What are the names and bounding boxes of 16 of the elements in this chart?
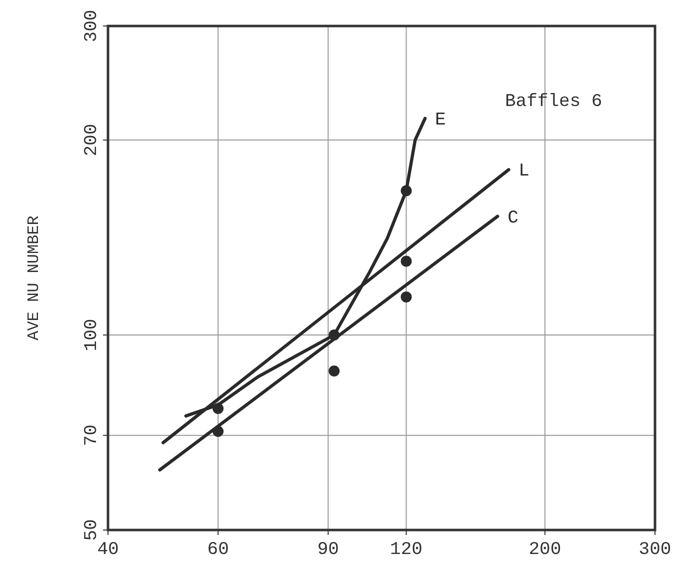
y-tick-label: 300: [82, 10, 102, 42]
y-tick-label: 100: [82, 318, 102, 352]
y-tick-label: 50: [82, 519, 102, 541]
y-tick-label: 200: [82, 124, 102, 156]
annotation: Baffles 6: [505, 92, 602, 112]
x-tick-label: 90: [317, 540, 339, 560]
x-tick-label: 200: [528, 540, 562, 560]
y-axis-title: AVE NU NUMBER: [25, 215, 43, 340]
x-tick-label: 120: [390, 540, 422, 560]
series-label: C: [508, 208, 519, 228]
x-tick-label: 300: [638, 540, 672, 560]
series-label: L: [518, 162, 530, 182]
y-tick-label: 70: [82, 424, 102, 446]
x-tick-label: 60: [207, 540, 229, 560]
series-label: E: [435, 110, 446, 130]
x-tick-label: 40: [97, 540, 119, 560]
